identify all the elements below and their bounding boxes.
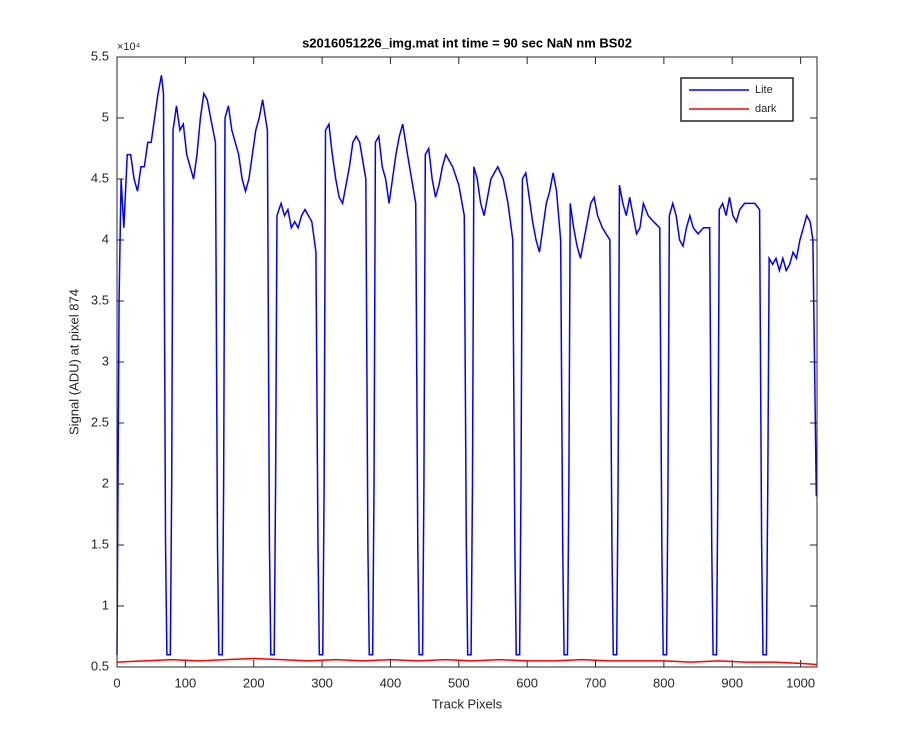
y-tick-label: 1.5 — [91, 536, 109, 551]
x-tick-label: 600 — [516, 675, 538, 690]
x-tick-label: 500 — [448, 675, 470, 690]
x-tick-label: 400 — [380, 675, 402, 690]
y-tick-label: 4.5 — [91, 170, 109, 185]
x-tick-label: 1000 — [786, 675, 815, 690]
x-tick-label: 200 — [243, 675, 265, 690]
x-axis-label: Track Pixels — [432, 696, 503, 711]
legend-label: Lite — [755, 84, 773, 96]
y-axis-label: Signal (ADU) at pixel 874 — [66, 289, 81, 435]
legend-label: dark — [755, 103, 777, 115]
y-tick-label: 2.5 — [91, 414, 109, 429]
y-tick-label: 3.5 — [91, 292, 109, 307]
line-series — [116, 657, 817, 666]
y-tick-label: 4 — [102, 231, 109, 246]
x-tick-label: 800 — [653, 675, 675, 690]
axes-box — [116, 56, 818, 668]
x-tick-label: 300 — [311, 675, 333, 690]
y-tick-label: 5.5 — [91, 48, 109, 63]
x-tick-label: 0 — [113, 675, 120, 690]
y-tick-label: 0.5 — [91, 658, 109, 673]
y-tick-label: 1 — [102, 597, 109, 612]
x-tick-label: 900 — [721, 675, 743, 690]
legend-box — [680, 77, 794, 122]
line-series — [116, 75, 818, 656]
x-tick-label: 100 — [175, 675, 197, 690]
y-tick-label: 5 — [102, 109, 109, 124]
x-tick-label: 700 — [585, 675, 607, 690]
y-tick-label: 2 — [102, 475, 109, 490]
y-exponent: ×10⁴ — [117, 41, 141, 53]
y-tick-label: 3 — [102, 353, 109, 368]
chart-title: s2016051226_img.mat int time = 90 sec Na… — [302, 35, 632, 50]
